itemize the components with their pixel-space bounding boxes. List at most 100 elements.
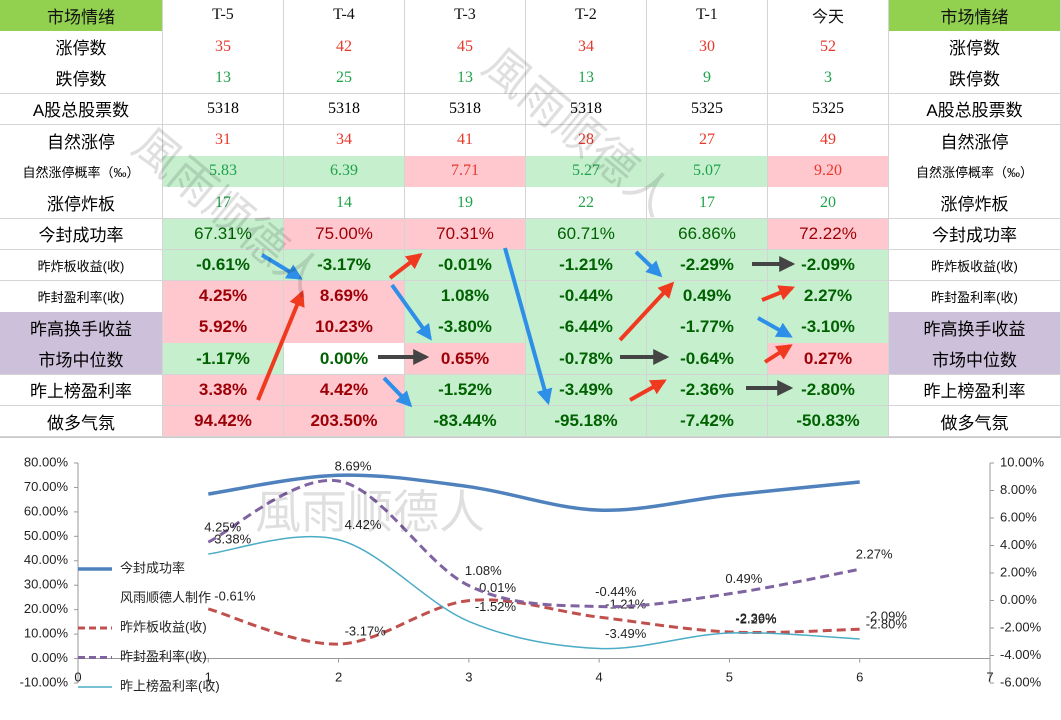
value-cell: 17 (647, 187, 768, 219)
data-label: -2.80% (866, 616, 908, 631)
value-cell: 66.86% (647, 218, 768, 251)
row-label: 昨炸板收益(收) (0, 249, 163, 282)
y2-tick-label: -2.00% (1000, 619, 1042, 634)
value-cell: 34 (284, 124, 405, 157)
value-cell: 0.27% (768, 343, 889, 376)
y2-tick-label: 8.00% (1000, 482, 1037, 497)
value-cell: -2.09% (768, 249, 889, 282)
data-label: 2.27% (856, 547, 893, 562)
header-day: T-3 (405, 0, 526, 32)
value-cell: 72.22% (768, 218, 889, 251)
header-day: T-5 (163, 0, 284, 32)
header-label: 市场情绪 (889, 0, 1061, 32)
data-label: -1.52% (475, 599, 517, 614)
value-cell: 6.39 (284, 156, 405, 188)
value-cell: 5325 (768, 93, 889, 126)
value-cell: 31 (163, 124, 284, 157)
value-cell: 1.08% (405, 280, 526, 313)
value-cell: -2.80% (768, 374, 889, 407)
row-label: 昨上榜盈利率 (889, 374, 1061, 407)
value-cell: 52 (768, 31, 889, 63)
data-label: -3.49% (605, 626, 647, 641)
value-cell: -2.36% (647, 374, 768, 407)
y2-tick-label: -6.00% (1000, 674, 1042, 689)
row-label: 跌停数 (0, 62, 163, 95)
header-day: 今天 (768, 0, 889, 32)
header-day: T-2 (526, 0, 647, 32)
header-day: T-1 (647, 0, 768, 32)
y-tick-label: 20.00% (24, 601, 69, 616)
row-label: 今封成功率 (889, 218, 1061, 251)
row-label: 做多气氛 (889, 405, 1061, 438)
y-tick-label: 10.00% (24, 626, 69, 641)
value-cell: 5318 (163, 93, 284, 126)
data-label: 8.69% (335, 458, 372, 473)
value-cell: -0.78% (526, 343, 647, 376)
value-cell: 3 (768, 62, 889, 95)
value-cell: -6.44% (526, 312, 647, 344)
row-label: 昨高换手收益 (0, 312, 163, 344)
value-cell: 4.42% (284, 374, 405, 407)
row-label: 昨封盈利率(收) (889, 280, 1061, 313)
legend-label: 今封成功率 (120, 560, 185, 575)
value-cell: 0.49% (647, 280, 768, 313)
value-cell: 2.27% (768, 280, 889, 313)
y2-tick-label: -4.00% (1000, 647, 1042, 662)
value-cell: 8.69% (284, 280, 405, 313)
data-label: -3.17% (345, 624, 387, 639)
value-cell: -1.21% (526, 249, 647, 282)
row-label: 自然涨停概率（‰） (0, 156, 163, 188)
y-tick-label: 70.00% (24, 479, 69, 494)
value-cell: -0.64% (647, 343, 768, 376)
data-label: 3.38% (214, 531, 251, 546)
row-label: 市场中位数 (0, 343, 163, 376)
value-cell: -3.10% (768, 312, 889, 344)
value-cell: -0.44% (526, 280, 647, 313)
value-cell: 13 (163, 62, 284, 95)
value-cell: 22 (526, 187, 647, 219)
value-cell: 203.50% (284, 405, 405, 438)
legend-label: 昨上榜盈利率(收) (120, 678, 220, 693)
row-label: 自然涨停 (889, 124, 1061, 157)
value-cell: 0.00% (284, 343, 405, 376)
value-cell: 0.65% (405, 343, 526, 376)
data-label: -0.61% (214, 588, 256, 603)
data-label: -2.29% (735, 611, 777, 626)
row-label: 昨炸板收益(收) (889, 249, 1061, 282)
y-tick-label: 50.00% (24, 528, 69, 543)
data-label: 4.42% (345, 517, 382, 532)
row-label: 今封成功率 (0, 218, 163, 251)
x-tick-label: 7 (986, 669, 993, 684)
row-label: 涨停炸板 (889, 187, 1061, 219)
value-cell: 45 (405, 31, 526, 63)
value-cell: 27 (647, 124, 768, 157)
y-tick-label: -10.00% (20, 674, 69, 689)
value-cell: -50.83% (768, 405, 889, 438)
value-cell: 5325 (647, 93, 768, 126)
series-line (208, 535, 860, 650)
value-cell: 25 (284, 62, 405, 95)
value-cell: 14 (284, 187, 405, 219)
chart: -10.00%0.00%10.00%20.00%30.00%40.00%50.0… (0, 437, 1061, 693)
y-tick-label: 0.00% (31, 650, 68, 665)
legend-note: 风雨顺德人制作 (120, 590, 211, 605)
row-label: 昨高换手收益 (889, 312, 1061, 344)
value-cell: 41 (405, 124, 526, 157)
data-label: -0.44% (595, 584, 637, 599)
x-tick-label: 5 (726, 669, 733, 684)
value-cell: 5318 (526, 93, 647, 126)
row-label: 涨停数 (0, 31, 163, 63)
value-cell: -3.80% (405, 312, 526, 344)
value-cell: 75.00% (284, 218, 405, 251)
series-line (208, 473, 860, 512)
value-cell: -1.77% (647, 312, 768, 344)
value-cell: -83.44% (405, 405, 526, 438)
x-tick-label: 2 (335, 669, 342, 684)
row-label: 跌停数 (889, 62, 1061, 95)
value-cell: 5318 (284, 93, 405, 126)
row-label: 昨上榜盈利率 (0, 374, 163, 407)
value-cell: 42 (284, 31, 405, 63)
data-label: 0.49% (725, 571, 762, 586)
value-cell: 10.23% (284, 312, 405, 344)
header-label: 市场情绪 (0, 0, 163, 32)
